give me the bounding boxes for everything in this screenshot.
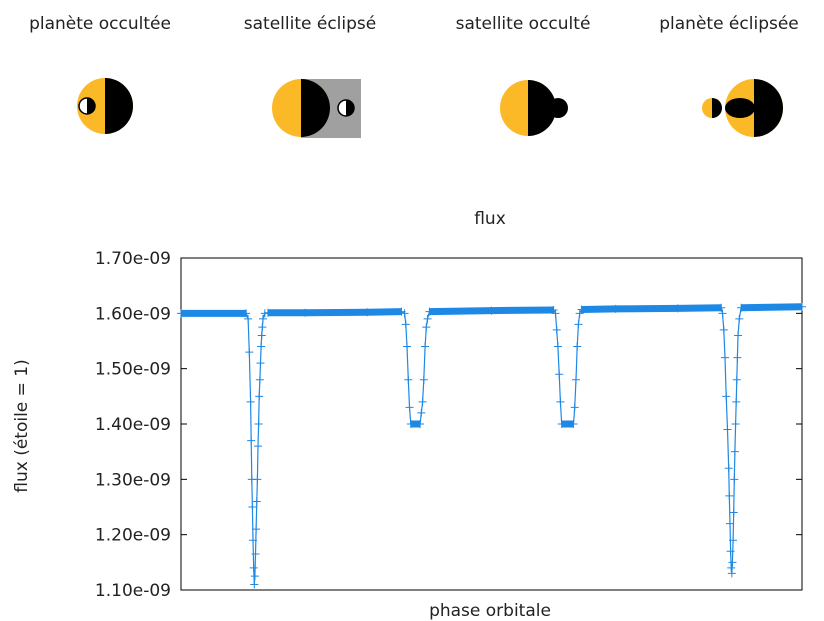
data-point-marker	[251, 572, 259, 580]
data-point-marker	[732, 420, 740, 428]
data-point-marker	[723, 426, 731, 434]
data-point-marker	[572, 376, 580, 384]
data-point-marker	[255, 392, 263, 400]
data-point-marker	[720, 326, 728, 334]
y-tick-label: 1.70e-09	[95, 249, 171, 269]
chart-title: flux	[474, 209, 506, 229]
data-point-marker	[259, 315, 267, 323]
series-dense-band	[741, 307, 802, 308]
data-point-marker	[421, 343, 429, 351]
data-point-marker	[732, 398, 740, 406]
data-point-marker	[247, 398, 255, 406]
y-tick-label: 1.10e-09	[95, 581, 171, 601]
series-dense-band	[678, 308, 721, 309]
data-point-marker	[554, 343, 562, 351]
data-point-marker	[728, 558, 736, 566]
data-point-marker	[420, 376, 428, 384]
star-shadow-icon	[754, 79, 783, 137]
phase-diagram-planet-occulted	[77, 78, 133, 134]
y-tick-label: 1.40e-09	[95, 415, 171, 435]
data-point-marker	[255, 420, 263, 428]
data-point-marker	[417, 409, 425, 417]
data-point-marker	[404, 376, 412, 384]
data-point-marker	[256, 376, 264, 384]
flux-series	[177, 303, 806, 589]
y-tick-label: 1.30e-09	[95, 470, 171, 490]
data-point-marker	[730, 475, 738, 483]
planet-shadow-icon	[712, 98, 722, 118]
data-point-marker	[248, 503, 256, 511]
data-point-marker	[250, 580, 258, 588]
data-point-marker	[725, 492, 733, 500]
data-point-marker	[726, 520, 734, 528]
data-point-marker	[733, 354, 741, 362]
data-point-marker	[722, 392, 730, 400]
data-point-marker	[250, 564, 258, 572]
series-dense-band	[616, 308, 678, 309]
data-point-marker	[257, 343, 265, 351]
data-point-marker	[256, 359, 264, 367]
series-dense-band	[429, 311, 491, 312]
data-point-marker	[735, 315, 743, 323]
data-point-marker	[555, 370, 563, 378]
data-point-marker	[573, 343, 581, 351]
data-point-marker	[731, 448, 739, 456]
data-point-marker	[556, 398, 564, 406]
y-axis-label: flux (étoile = 1)	[12, 359, 32, 493]
data-point-marker	[424, 315, 432, 323]
data-point-marker	[727, 564, 735, 572]
series-dense-band	[582, 309, 616, 310]
y-axis-ticks: 1.10e-09 1.20e-09 1.30e-09 1.40e-09 1.50e-09…	[95, 249, 802, 601]
data-point-marker	[553, 326, 561, 334]
data-point-marker	[725, 464, 733, 472]
y-tick-label: 1.50e-09	[95, 360, 171, 380]
data-point-marker	[247, 437, 255, 445]
y-tick-label: 1.60e-09	[95, 304, 171, 324]
data-point-marker	[245, 348, 253, 356]
star-shadow-icon	[105, 78, 133, 134]
data-point-marker	[258, 331, 266, 339]
data-point-marker	[571, 403, 579, 411]
y-tick-label: 1.20e-09	[95, 526, 171, 546]
series-dense-band	[367, 312, 401, 313]
data-point-marker	[258, 323, 266, 331]
data-point-marker	[422, 323, 430, 331]
data-point-marker	[254, 442, 262, 450]
data-point-marker	[574, 320, 582, 328]
data-point-marker	[721, 354, 729, 362]
data-point-marker	[730, 509, 738, 517]
data-point-marker	[406, 403, 414, 411]
data-point-marker	[734, 331, 742, 339]
series-dense-band	[492, 310, 554, 311]
phase-diagram-planet-eclipsed	[702, 79, 783, 137]
series-dense-band	[305, 312, 367, 313]
series-line	[181, 307, 802, 585]
transit-shadow-icon	[725, 98, 755, 118]
phase-diagram-satellite-occulted	[500, 80, 568, 136]
data-point-marker	[403, 343, 411, 351]
data-point-marker	[419, 398, 427, 406]
data-point-marker	[728, 569, 736, 577]
data-point-marker	[253, 497, 261, 505]
data-point-marker	[253, 475, 261, 483]
x-axis-label: phase orbitale	[429, 601, 551, 621]
data-point-marker	[402, 320, 410, 328]
phase-diagram-satellite-eclipsed	[272, 79, 361, 138]
planet-icon	[548, 98, 568, 118]
data-point-marker	[733, 376, 741, 384]
